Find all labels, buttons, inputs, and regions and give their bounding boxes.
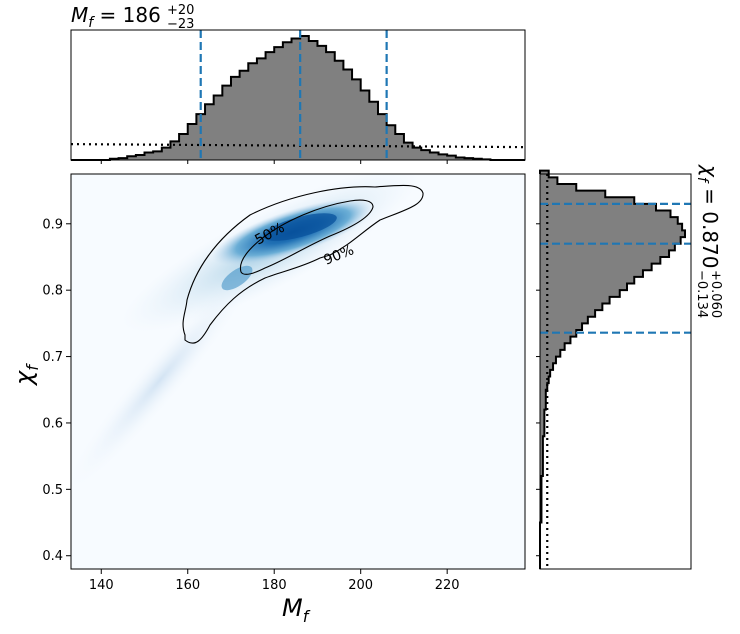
x-tick-label-180: 180 [262, 578, 287, 593]
density-secondary [221, 265, 253, 291]
x-tick-label-220: 220 [435, 578, 460, 593]
spin-histogram-panel [536, 169, 692, 570]
x-axis-label: Mf [282, 594, 311, 626]
mass-histogram-fill [71, 36, 525, 160]
y-tick-label-0.8: 0.8 [42, 284, 63, 299]
spin-histogram-ticks [536, 223, 540, 557]
contour-90-percent [182, 184, 424, 344]
mass-title: Mf = 186 [71, 3, 161, 31]
mass-axis-ticks: 140 160 180 200 220 [89, 569, 460, 593]
spin-title-lower-error: −0.134 [694, 270, 709, 318]
spin-histogram-outline [539, 169, 686, 569]
density-tail [71, 264, 258, 496]
mass-title-lower-error: −23 [167, 17, 194, 32]
mass-histogram-panel [70, 29, 526, 164]
contour-50-percent [239, 199, 374, 275]
density-peak [263, 213, 337, 241]
y-tick-label-0.6: 0.6 [42, 416, 63, 431]
mass-title-upper-error: +20 [167, 3, 194, 18]
x-tick-label-140: 140 [89, 578, 114, 593]
y-tick-label-0.5: 0.5 [42, 483, 63, 498]
spin-title: χf = 0.870 +0.060 −0.134 [694, 164, 723, 318]
y-tick-label-0.9: 0.9 [42, 217, 63, 232]
svg-text:χf = 0.870: χf = 0.870 [694, 164, 722, 269]
y-tick-label-0.7: 0.7 [42, 350, 63, 365]
spin-title-upper-error: +0.060 [708, 270, 723, 318]
mass-prior-curve [70, 143, 526, 149]
spin-axis-ticks: 0.4 0.5 0.6 0.7 0.8 0.9 [42, 217, 71, 564]
x-tick-label-160: 160 [175, 578, 200, 593]
joint-density-panel: 50% 90% 140 160 180 200 220 0.40.50.60.70.80… [42, 173, 526, 593]
y-axis-label: χf [10, 363, 42, 387]
mass-histogram-ticks [100, 160, 448, 164]
y-tick-label-0.4: 0.4 [42, 549, 63, 564]
x-tick-label-200: 200 [348, 578, 373, 593]
